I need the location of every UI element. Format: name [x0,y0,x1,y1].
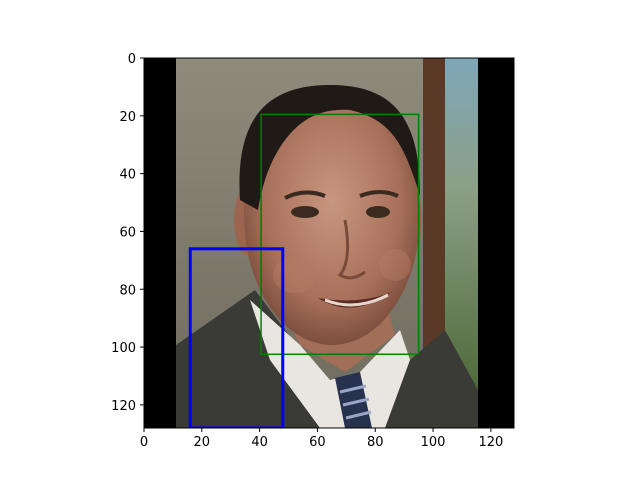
y-tick-label: 100 [111,341,136,356]
x-tick-label: 0 [140,435,148,450]
bounding-boxes [188,113,420,428]
y-axis: 0 20 40 60 80 100 120 [111,52,144,414]
selection-box [188,247,285,428]
x-tick-label: 40 [251,435,268,450]
y-tick-label: 40 [119,168,136,183]
x-tick-label: 20 [194,435,211,450]
y-tick-label: 120 [111,399,136,414]
right-padding [478,58,514,428]
y-tick-label: 60 [119,225,136,240]
face-box [260,113,420,356]
axes-frame [143,57,515,429]
x-axis: 0 20 40 60 80 100 120 [140,428,503,450]
y-tick-label: 20 [119,110,136,125]
y-tick-label: 80 [119,283,136,298]
face-photo [176,58,478,428]
x-tick-label: 60 [309,435,326,450]
left-padding [144,58,176,428]
x-tick-label: 100 [421,435,446,450]
y-tick-label: 0 [128,52,136,67]
image-plot-area [144,58,514,428]
x-tick-label: 120 [478,435,503,450]
x-tick-label: 80 [367,435,384,450]
